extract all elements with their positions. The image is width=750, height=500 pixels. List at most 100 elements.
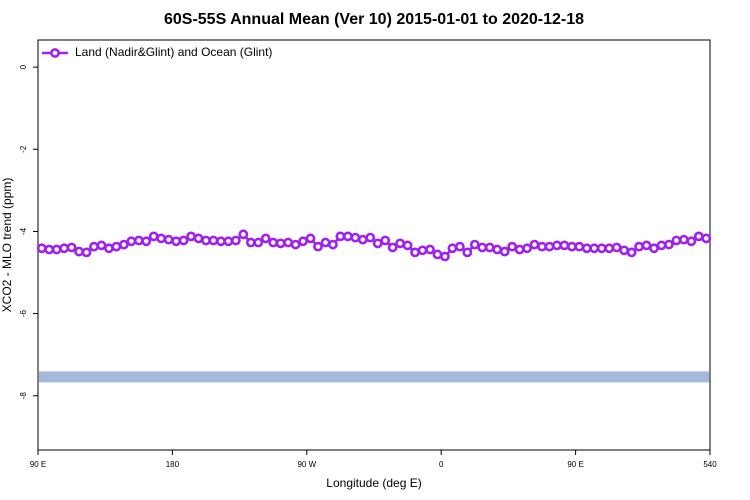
data-point [514,244,525,255]
data-point [89,241,99,252]
data-point [283,237,294,248]
data-point [238,229,249,240]
data-point [216,236,226,247]
x-tick-label: 90 E [30,460,46,469]
data-point [544,241,555,252]
data-point [641,240,652,251]
data-point [522,243,532,254]
data-point [335,231,346,242]
plot-frame [37,39,711,451]
data-point [469,239,480,250]
x-tick-label: 540 [703,460,717,469]
data-point [96,240,107,251]
data-point [305,233,316,244]
data-point [342,231,353,242]
data-point [619,245,630,256]
data-point [118,239,129,250]
data-point [328,239,338,250]
data-point [604,243,615,254]
data-point [626,247,637,258]
data-point [66,242,77,253]
data-point [357,234,368,245]
data-point [230,235,241,246]
legend-label: Land (Nadir&Glint) and Ocean (Glint) [75,45,272,59]
data-point [320,237,331,248]
data-point [111,241,122,252]
data-point [664,239,674,250]
chart-title: 60S-55S Annual Mean (Ver 10) 2015-01-01 … [164,11,584,28]
legend-marker [50,48,60,58]
data-point [701,233,712,244]
x-tick-label: 90 E [567,460,583,469]
y-tick-label: -4 [19,227,28,235]
data-point [178,235,189,246]
data-point [350,232,361,243]
data-point [566,241,577,252]
data-point [193,233,204,244]
data-point [454,241,465,252]
data-point [51,244,62,255]
y-tick-label: 0 [19,64,28,69]
data-point [260,233,271,244]
data-point [275,238,286,249]
x-tick-label: 90 W [297,460,316,469]
data-point [126,236,137,247]
data-point [380,235,391,246]
y-tick-label: -2 [19,145,28,153]
data-point [208,235,219,246]
data-point [141,236,152,247]
data-point [484,242,495,253]
data-point [529,239,540,250]
data-point [537,241,547,252]
data-point [133,235,144,246]
data-point [298,236,308,247]
x-axis-label: Longitude (deg E) [326,476,421,490]
y-tick-label: -6 [19,310,28,318]
y-tick-label: -8 [19,392,28,400]
data-point [678,234,689,245]
data-point [499,246,510,257]
data-point [163,234,174,245]
data-point [156,233,167,244]
data-point [477,242,488,253]
data-point [59,243,70,254]
data-point [492,244,503,255]
data-point [611,242,622,253]
data-point [440,251,450,262]
data-point [559,240,570,251]
data-point [81,247,92,258]
data-point [656,240,667,251]
data-point [372,238,383,249]
data-point [552,240,562,251]
data-point [596,243,607,254]
data-point [671,235,682,246]
data-point [395,238,406,249]
data-point [171,236,182,247]
data-point [148,231,159,242]
data-point [432,249,443,260]
data-point [36,243,47,254]
data-point [186,231,196,242]
data-point [574,241,585,252]
data-point [686,236,697,247]
data-point [268,237,279,248]
data-point [693,231,704,242]
x-tick-label: 180 [166,460,180,469]
data-point [290,239,301,250]
x-tick-label: 0 [439,460,444,469]
data-point [507,241,518,252]
data-point [589,243,600,254]
data-point [253,237,264,248]
data-point [634,241,644,252]
data-point [245,237,256,248]
data-point [104,243,114,254]
data-point [425,244,435,255]
data-point [223,236,234,247]
data-point [462,247,473,258]
data-point [649,243,659,254]
data-point [387,242,398,253]
data-point [365,232,376,243]
data-point [417,245,428,256]
data-point [44,244,55,255]
